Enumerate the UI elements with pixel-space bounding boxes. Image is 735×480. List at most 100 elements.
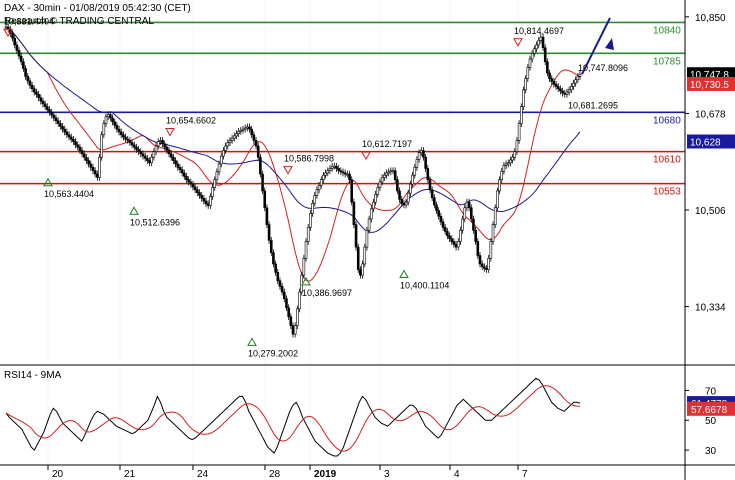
x-tick-label: 4 — [454, 469, 460, 480]
rsi-line — [5, 377, 581, 457]
candle-body — [546, 61, 549, 74]
candle-body — [435, 204, 438, 211]
candle-body — [528, 58, 532, 68]
candle-body — [119, 131, 123, 136]
low-label: 10,400.1104 — [400, 280, 449, 290]
candle-body — [150, 156, 153, 164]
candle-body — [17, 50, 21, 57]
candle-body — [148, 160, 151, 164]
candle-body — [41, 100, 45, 105]
candle-body — [452, 241, 456, 245]
candle-body — [52, 114, 56, 119]
candle-body — [535, 44, 538, 50]
candle-body — [117, 128, 121, 133]
candle-body — [85, 156, 88, 161]
x-tick-label: 3 — [384, 469, 390, 480]
candle-body — [454, 243, 458, 248]
low-label: 10,512.6396 — [130, 217, 180, 227]
candle-body — [215, 171, 219, 180]
candle-body — [209, 196, 212, 206]
candle-body — [411, 174, 414, 185]
candle-body — [46, 106, 49, 110]
candle-body — [480, 263, 484, 268]
candle-body — [217, 163, 221, 173]
candle-body — [367, 218, 371, 231]
candle-body — [304, 241, 308, 259]
candle-body — [365, 229, 369, 248]
candle-body — [485, 268, 488, 270]
candle-body — [252, 134, 256, 141]
low-label: 10,563.4404 — [44, 189, 94, 199]
candle-body — [315, 189, 319, 196]
candle-body — [132, 144, 136, 148]
candle-body — [200, 195, 203, 199]
candle-body — [289, 316, 293, 326]
candle-body — [54, 117, 58, 122]
candle-body — [267, 224, 271, 241]
candle-body — [154, 145, 158, 152]
candle-body — [396, 179, 399, 192]
candle-body — [152, 151, 156, 158]
candle-body — [513, 151, 517, 158]
candle-body — [230, 137, 234, 141]
candle-body — [146, 158, 149, 161]
candle-body — [561, 90, 564, 94]
candle-body — [228, 140, 232, 143]
candle-body — [165, 146, 169, 151]
candle-body — [374, 193, 377, 203]
candle-body — [576, 76, 580, 81]
candle-body — [515, 140, 519, 152]
candle-body — [237, 131, 240, 134]
candle-body — [65, 131, 69, 136]
candle-body — [19, 55, 23, 63]
candle-body — [530, 53, 534, 60]
candle-body — [426, 168, 430, 180]
high-label: 10,814.4697 — [514, 26, 564, 36]
y-tick-label: 10,850 — [695, 13, 726, 24]
candle-body — [489, 241, 493, 259]
candle-body — [163, 143, 167, 148]
candle-body — [122, 134, 125, 138]
candle-body — [354, 224, 358, 248]
candle-body — [406, 192, 410, 203]
candle-body — [337, 168, 340, 172]
candle-body — [493, 207, 497, 225]
candle-body — [372, 201, 375, 210]
rsi-tick-label: 50 — [705, 416, 717, 427]
candle-body — [296, 308, 299, 326]
candle-body — [359, 269, 362, 276]
chart-title: DAX - 30min - 01/08/2019 05:42:30 (CET) — [4, 3, 191, 14]
candle-body — [76, 144, 80, 148]
candle-body — [180, 169, 184, 174]
low-label: 10,386.9697 — [302, 288, 352, 298]
candle-body — [433, 197, 436, 206]
candle-body — [346, 173, 349, 176]
candle-body — [522, 89, 525, 107]
high-label: 10,586.7998 — [284, 154, 334, 164]
candle-body — [72, 138, 75, 142]
rsi-tag-bg — [687, 401, 735, 416]
candle-body — [491, 224, 495, 242]
x-tick-label: 7 — [522, 469, 528, 480]
candle-body — [278, 280, 282, 287]
x-tick-label: 24 — [197, 469, 209, 480]
candle-body — [63, 128, 67, 133]
candle-body — [224, 145, 227, 151]
x-tick-label: 2019 — [314, 469, 337, 480]
candle-body — [456, 241, 460, 248]
candle-body — [89, 163, 93, 168]
candle-body — [67, 134, 71, 138]
rsi-tag-label: 57.6678 — [691, 405, 728, 416]
candle-body — [389, 170, 393, 173]
candle-body — [537, 40, 540, 46]
candle-body — [22, 61, 25, 69]
price-tag-bg — [687, 76, 735, 91]
candle-body — [439, 215, 443, 223]
candle-body — [309, 213, 312, 228]
candle-body — [500, 170, 504, 180]
level-label: 10680 — [653, 115, 681, 126]
candle-body — [506, 162, 510, 165]
candle-body — [541, 36, 545, 49]
candle-body — [185, 176, 188, 180]
